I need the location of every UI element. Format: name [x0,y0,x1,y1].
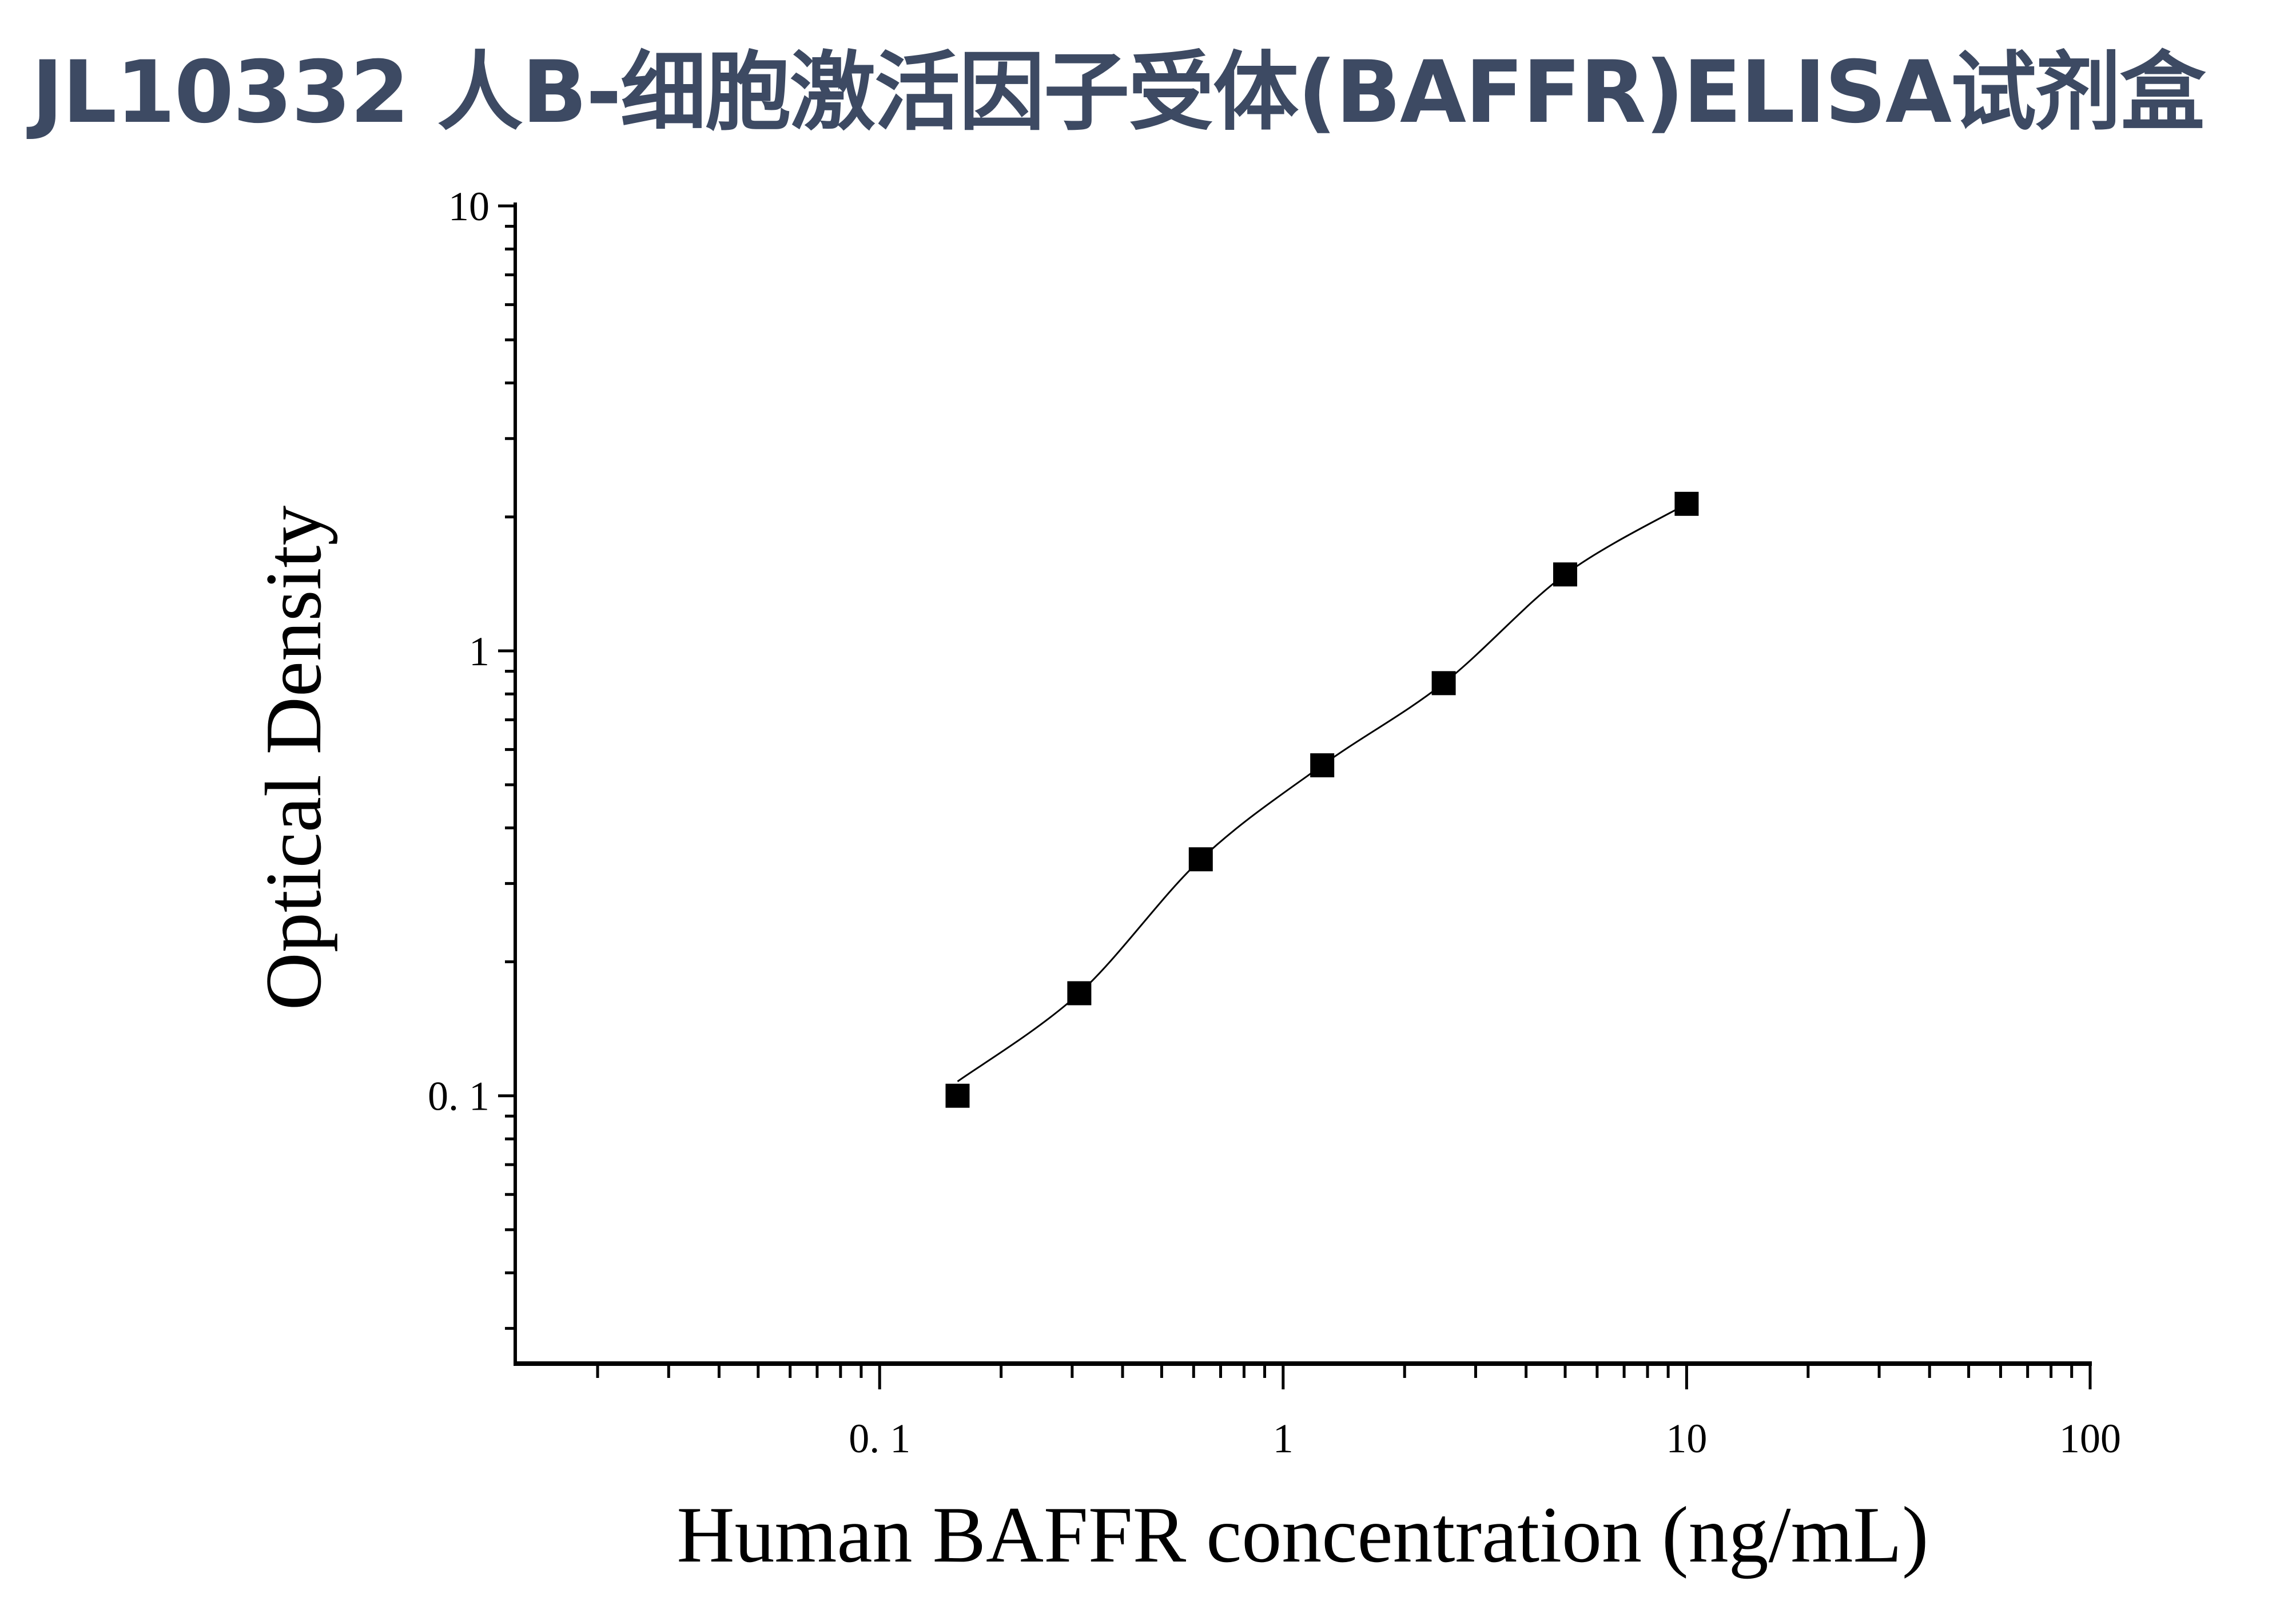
data-point [1431,671,1456,696]
fit-curve [957,503,1688,1082]
axes: 0. 1 1 10 100 0. 1 1 10 [428,184,2121,1461]
fit-curve-group [957,503,1688,1082]
x-tick-label: 1 [1273,1416,1294,1461]
data-point [1067,981,1092,1006]
x-axis-label: Human BAFFR concentration (ng/mL) [677,1491,1928,1579]
data-point [945,1083,970,1108]
y-tick-label: 0. 1 [428,1074,490,1119]
chart-title: JL10332 人B-细胞激活因子受体(BAFFR)ELISA试剂盒 [31,43,2206,142]
x-tick-label: 10 [1666,1416,1707,1461]
data-point [1188,847,1213,872]
y-axis-label: Optical Density [249,506,338,1011]
data-point [1553,562,1577,587]
x-tick-label: 0. 1 [849,1416,910,1461]
x-tick-label: 100 [2059,1416,2121,1461]
data-point [1310,753,1335,777]
y-tick-label: 10 [448,184,490,229]
data-points [945,491,1699,1108]
y-tick-label: 1 [469,629,490,674]
data-point [1674,491,1699,516]
